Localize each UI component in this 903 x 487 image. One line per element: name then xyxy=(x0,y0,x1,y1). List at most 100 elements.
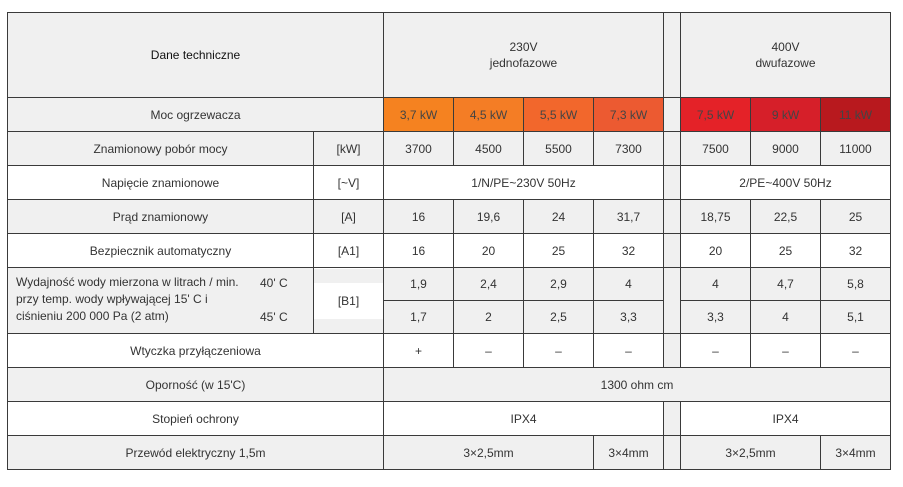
temp-label: 40' C xyxy=(260,275,288,290)
row-label: Bezpiecznik automatyczny xyxy=(7,233,314,268)
column-separator xyxy=(663,333,681,368)
value-cell: 25 xyxy=(523,233,594,268)
value-cell: 1,7 xyxy=(383,300,454,334)
value-cell: 4 xyxy=(680,267,751,301)
value-cell: 4500 xyxy=(453,131,524,166)
group-230-phase: jednofazowe xyxy=(489,56,558,70)
column-separator xyxy=(663,435,681,470)
row-napiecie: Napięcie znamionowe [~V] 1/N/PE~230V 50H… xyxy=(7,165,891,200)
row-stopien: Stopień ochrony IPX4 IPX4 xyxy=(7,401,891,436)
table-title: Dane techniczne xyxy=(7,12,384,98)
row-label: Znamionowy pobór mocy xyxy=(7,131,314,166)
value-cell: 2,4 xyxy=(453,267,524,301)
column-separator xyxy=(663,267,681,334)
column-separator xyxy=(663,97,681,132)
value-cell: 4 xyxy=(750,300,821,334)
row-wydajnosc-40: Wydajność wody mierzona w litrach / min.… xyxy=(7,267,891,334)
header-row: Dane techniczne 230V jednofazowe 400V dw… xyxy=(7,12,891,98)
row-opornosc: Oporność (w 15'C) 1300 ohm cm xyxy=(7,367,891,402)
row-label: Przewód elektryczny 1,5m xyxy=(7,435,384,470)
value-cell: 2,9 xyxy=(523,267,594,301)
power-cell: 9 kW xyxy=(750,97,821,132)
value-cell: 20 xyxy=(680,233,751,268)
value-cell: 1300 ohm cm xyxy=(383,367,891,402)
value-cell: 16 xyxy=(383,199,454,234)
technical-data-table: Dane techniczne 230V jednofazowe 400V dw… xyxy=(7,12,891,470)
row-prad: Prąd znamionowy [A] 16 19,6 24 31,7 18,7… xyxy=(7,199,891,234)
row-wtyczka: Wtyczka przyłączeniowa + – – – – – – xyxy=(7,333,891,368)
value-cell: – xyxy=(750,333,821,368)
value-cell: 32 xyxy=(820,233,891,268)
column-separator xyxy=(663,233,681,268)
value-cell: – xyxy=(680,333,751,368)
value-cell: + xyxy=(383,333,454,368)
power-cell: 3,7 kW xyxy=(383,97,454,132)
value-cell: 3,3 xyxy=(593,300,664,334)
value-cell: – xyxy=(523,333,594,368)
row-label: Wydajność wody mierzona w litrach / min.… xyxy=(7,267,314,334)
row-label: Wtyczka przyłączeniowa xyxy=(7,333,384,368)
value-cell: 3×4mm xyxy=(820,435,891,470)
row-label: Stopień ochrony xyxy=(7,401,384,436)
value-cell: 3×2,5mm xyxy=(383,435,594,470)
row-label: Oporność (w 15'C) xyxy=(7,367,384,402)
power-cell: 5,5 kW xyxy=(523,97,594,132)
group-400-header: 400V dwufazowe xyxy=(680,12,891,98)
label-line: ciśnieniu 200 000 Pa (2 atm) xyxy=(16,308,169,323)
unit-cell: [A1] xyxy=(313,233,384,268)
value-cell: 24 xyxy=(523,199,594,234)
value-cell: 25 xyxy=(820,199,891,234)
value-cell: – xyxy=(453,333,524,368)
column-separator xyxy=(663,401,681,436)
power-cell: 4,5 kW xyxy=(453,97,524,132)
value-cell: 3,3 xyxy=(680,300,751,334)
value-cell: IPX4 xyxy=(383,401,664,436)
value-cell: 2,5 xyxy=(523,300,594,334)
value-cell: – xyxy=(820,333,891,368)
power-cell: 11 kW xyxy=(820,97,891,132)
row-label: Prąd znamionowy xyxy=(7,199,314,234)
value-cell: 9000 xyxy=(750,131,821,166)
value-cell: 5,1 xyxy=(820,300,891,334)
power-cell: 7,5 kW xyxy=(680,97,751,132)
value-cell: 3×2,5mm xyxy=(680,435,821,470)
group-230-header: 230V jednofazowe xyxy=(383,12,664,98)
value-cell: 31,7 xyxy=(593,199,664,234)
value-cell: 19,6 xyxy=(453,199,524,234)
column-separator xyxy=(663,199,681,234)
value-cell: 7500 xyxy=(680,131,751,166)
unit-cell: [B1] xyxy=(313,267,384,334)
value-cell: 1,9 xyxy=(383,267,454,301)
row-wydajnosc-45: 1,7 2 2,5 3,3 3,3 4 5,1 xyxy=(8,300,891,334)
row-bezpiecznik: Bezpiecznik automatyczny [A1] 16 20 25 3… xyxy=(7,233,891,268)
unit-cell: [kW] xyxy=(313,131,384,166)
column-separator xyxy=(663,12,681,98)
power-cell: 7,3 kW xyxy=(593,97,664,132)
row-pobor: Znamionowy pobór mocy [kW] 3700 4500 550… xyxy=(7,131,891,166)
temp-label: 45' C xyxy=(260,309,288,324)
row-label: Napięcie znamionowe xyxy=(7,165,314,200)
label-line: Wydajność wody mierzona w litrach / min. xyxy=(16,274,239,289)
value-cell: 2/PE~400V 50Hz xyxy=(680,165,891,200)
value-cell: 3700 xyxy=(383,131,454,166)
value-cell: 32 xyxy=(593,233,664,268)
unit-label: [B1] xyxy=(314,282,383,319)
value-cell: 11000 xyxy=(820,131,891,166)
group-400-voltage: 400V xyxy=(771,40,800,54)
value-cell: 20 xyxy=(453,233,524,268)
value-cell: 3×4mm xyxy=(593,435,664,470)
value-cell: 1/N/PE~230V 50Hz xyxy=(383,165,664,200)
value-cell: 4 xyxy=(593,267,664,301)
row-label: Moc ogrzewacza xyxy=(7,97,384,132)
value-cell: IPX4 xyxy=(680,401,891,436)
group-230-voltage: 230V xyxy=(509,40,538,54)
unit-cell: [~V] xyxy=(313,165,384,200)
column-separator xyxy=(663,165,681,200)
value-cell: 5,8 xyxy=(820,267,891,301)
group-400-phase: dwufazowe xyxy=(755,56,816,70)
value-cell: 5500 xyxy=(523,131,594,166)
value-cell: 16 xyxy=(383,233,454,268)
column-separator xyxy=(663,131,681,166)
value-cell: 7300 xyxy=(593,131,664,166)
value-cell: 2 xyxy=(453,300,524,334)
